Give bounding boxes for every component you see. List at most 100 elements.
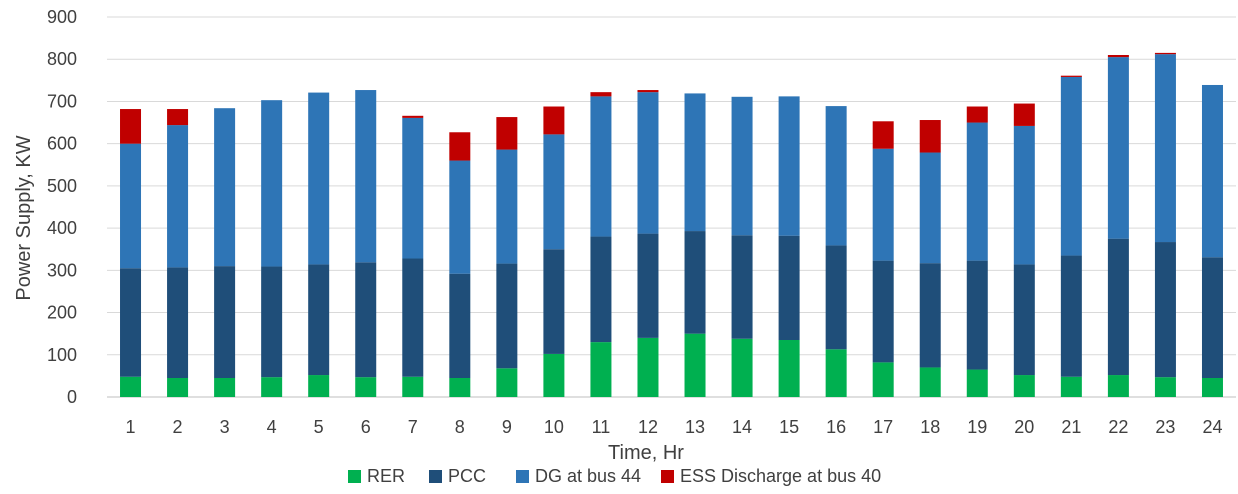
- x-axis-title: Time, Hr: [608, 442, 684, 464]
- bar-segment: [402, 117, 424, 259]
- bar-segment: [778, 235, 800, 340]
- bar-segment: [496, 263, 518, 369]
- bar-series: [120, 52, 1223, 397]
- legend-swatch: [429, 470, 442, 483]
- bar-segment: [825, 106, 847, 246]
- bar-segment: [637, 233, 659, 338]
- bar-segment: [496, 117, 518, 150]
- bar-segment: [167, 267, 189, 378]
- bar-segment: [449, 273, 471, 378]
- y-tick-label: 700: [47, 91, 77, 111]
- y-tick-label: 500: [47, 176, 77, 196]
- y-tick-label: 0: [67, 387, 77, 407]
- bar-segment: [1154, 377, 1176, 397]
- bar-segment: [1107, 375, 1129, 397]
- bar-segment: [590, 92, 612, 97]
- x-tick-label: 21: [1061, 417, 1081, 437]
- bar-segment: [778, 340, 800, 397]
- bar-segment: [261, 377, 283, 397]
- bar-segment: [1013, 125, 1035, 265]
- x-tick-label: 22: [1108, 417, 1128, 437]
- legend-label: ESS Discharge at bus 40: [680, 466, 881, 486]
- bar-segment: [543, 106, 565, 135]
- legend-swatch: [516, 470, 529, 483]
- bar-segment: [120, 109, 142, 144]
- y-tick-label: 900: [47, 7, 77, 27]
- y-axis-ticks: 0 100 200 300 400 500 600 700 800 900: [47, 7, 77, 407]
- bar-segment: [496, 368, 518, 397]
- bar-segment: [590, 96, 612, 237]
- bar-segment: [214, 378, 236, 397]
- bar-segment: [402, 115, 424, 118]
- bar-segment: [825, 245, 847, 350]
- bar-segment: [1201, 378, 1223, 397]
- x-tick-label: 2: [173, 417, 183, 437]
- x-tick-label: 16: [826, 417, 846, 437]
- bar-segment: [120, 376, 142, 397]
- bar-segment: [1154, 52, 1176, 55]
- bar-segment: [1060, 255, 1082, 377]
- bar-segment: [637, 92, 659, 234]
- bar-segment: [731, 235, 753, 339]
- bar-segment: [731, 96, 753, 236]
- x-tick-label: 17: [873, 417, 893, 437]
- y-tick-label: 600: [47, 134, 77, 154]
- y-tick-label: 100: [47, 345, 77, 365]
- y-tick-label: 200: [47, 303, 77, 323]
- legend-label: PCC: [448, 466, 486, 486]
- bar-segment: [1013, 264, 1035, 376]
- bar-segment: [684, 93, 706, 232]
- x-tick-label: 18: [920, 417, 940, 437]
- bar-segment: [1013, 375, 1035, 397]
- bar-segment: [872, 362, 894, 397]
- x-tick-label: 24: [1202, 417, 1222, 437]
- bar-segment: [684, 333, 706, 397]
- x-tick-label: 12: [638, 417, 658, 437]
- bar-segment: [167, 378, 189, 397]
- bar-segment: [167, 109, 189, 126]
- bar-segment: [355, 90, 377, 263]
- bar-segment: [543, 249, 565, 354]
- x-tick-label: 1: [126, 417, 136, 437]
- bar-segment: [402, 376, 424, 397]
- y-tick-label: 300: [47, 260, 77, 280]
- bar-segment: [308, 264, 330, 376]
- bar-segment: [1107, 238, 1129, 376]
- bar-segment: [966, 260, 988, 370]
- legend-label: RER: [367, 466, 405, 486]
- bar-segment: [355, 262, 377, 378]
- bar-segment: [449, 378, 471, 397]
- bar-segment: [872, 148, 894, 261]
- bar-segment: [308, 92, 330, 265]
- bar-segment: [637, 337, 659, 397]
- bar-segment: [919, 120, 941, 153]
- bar-segment: [1201, 84, 1223, 258]
- legend-swatch: [661, 470, 674, 483]
- x-tick-label: 23: [1155, 417, 1175, 437]
- bar-segment: [449, 160, 471, 274]
- x-tick-label: 3: [220, 417, 230, 437]
- bar-segment: [355, 377, 377, 397]
- bar-segment: [1060, 376, 1082, 397]
- bar-segment: [308, 375, 330, 397]
- bar-segment: [167, 125, 189, 268]
- bar-segment: [919, 263, 941, 368]
- bar-segment: [1060, 75, 1082, 77]
- bar-segment: [261, 266, 283, 378]
- bar-segment: [637, 90, 659, 93]
- y-tick-label: 800: [47, 49, 77, 69]
- bar-segment: [966, 106, 988, 123]
- bar-segment: [449, 132, 471, 161]
- x-tick-label: 8: [455, 417, 465, 437]
- x-tick-label: 10: [544, 417, 564, 437]
- bar-segment: [402, 258, 424, 377]
- bar-segment: [1154, 242, 1176, 378]
- x-tick-label: 13: [685, 417, 705, 437]
- x-tick-label: 11: [592, 417, 611, 437]
- bar-segment: [1060, 76, 1082, 256]
- bar-segment: [1107, 55, 1129, 58]
- y-axis-title: Power Supply, KW: [13, 135, 35, 300]
- bar-segment: [214, 108, 236, 267]
- x-tick-label: 4: [267, 417, 277, 437]
